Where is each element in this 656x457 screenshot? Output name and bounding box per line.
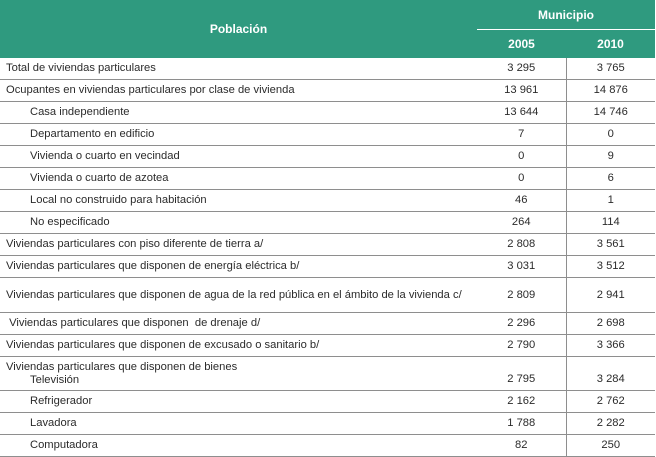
value-2010: 2 941 [566,277,655,313]
table-row: Departamento en edificio 7 0 [0,123,655,146]
table-row: Local no construido para habitación 46 1 [0,189,655,212]
table-row: Total de viviendas particulares 3 295 3 … [0,58,655,80]
value-2010: 2 282 [566,412,655,435]
table-row: Computadora 82 250 [0,434,655,457]
value-2010: 3 561 [566,233,655,256]
value-2005: 0 [477,167,567,190]
row-label: Ocupantes en viviendas particulares por … [0,79,477,102]
value-2010: 3 512 [566,255,655,278]
value-2010: 14 876 [566,79,655,102]
municipio-header: Municipio [477,0,655,30]
value-2010: 14 746 [566,101,655,124]
table-row: Viviendas particulares que disponen de b… [0,356,655,391]
value-2010: 2 762 [566,390,655,413]
value-2005: 2 162 [477,390,567,413]
poblacion-header: Población [0,0,477,58]
table-row: Vivienda o cuarto de azotea 0 6 [0,167,655,190]
row-label: Lavadora [0,412,477,435]
value-2005: 13 644 [477,101,567,124]
value-2010: 114 [566,211,655,234]
value-2010: 3 765 [566,58,655,80]
table-row: Refrigerador 2 162 2 762 [0,390,655,413]
value-2005: 2 809 [477,277,567,313]
table-row: Viviendas particulares que disponen de e… [0,255,655,278]
value-2005: 82 [477,434,567,457]
value-2005: 7 [477,123,567,146]
row-label: Viviendas particulares que disponen de d… [0,312,477,335]
year-2010-header: 2010 [566,29,655,58]
row-label: Departamento en edificio [0,123,477,146]
group-label: Viviendas particulares que disponen de b… [6,360,238,373]
value-2005: 2 808 [477,233,567,256]
row-label: Viviendas particulares que disponen de a… [0,277,477,313]
value-2005: 3 031 [477,255,567,278]
year-2005-header: 2005 [477,29,566,58]
row-label: Refrigerador [0,390,477,413]
row-label: Casa independiente [0,101,477,124]
row-label: Viviendas particulares que disponen de e… [0,334,477,357]
value-2010: 3 366 [566,334,655,357]
row-sublabel: Televisión [30,373,80,386]
value-2005: 3 295 [477,58,567,80]
table-row: Viviendas particulares que disponen de a… [0,277,655,313]
row-label: No especificado [0,211,477,234]
value-2010: 3 284 [566,356,655,391]
row-label: Computadora [0,434,477,457]
value-2005: 1 788 [477,412,567,435]
value-2010: 2 698 [566,312,655,335]
row-label: Vivienda o cuarto en vecindad [0,145,477,168]
row-label: Viviendas particulares que disponen de e… [0,255,477,278]
value-2005: 2 795 [477,356,567,391]
table-row: Ocupantes en viviendas particulares por … [0,79,655,102]
value-2005: 264 [477,211,567,234]
row-label: Viviendas particulares con piso diferent… [0,233,477,256]
table-row: No especificado 264 114 [0,211,655,234]
table-row: Viviendas particulares con piso diferent… [0,233,655,256]
table-row: Viviendas particulares que disponen de e… [0,334,655,357]
table-row: Viviendas particulares que disponen de d… [0,312,655,335]
value-2010: 6 [566,167,655,190]
row-label: Local no construido para habitación [0,189,477,212]
table-row: Vivienda o cuarto en vecindad 0 9 [0,145,655,168]
value-2010: 250 [566,434,655,457]
value-2010: 9 [566,145,655,168]
value-2010: 0 [566,123,655,146]
row-label-group: Viviendas particulares que disponen de b… [0,356,477,391]
value-2010: 1 [566,189,655,212]
table-row: Lavadora 1 788 2 282 [0,412,655,435]
value-2005: 13 961 [477,79,567,102]
row-label: Vivienda o cuarto de azotea [0,167,477,190]
row-label: Total de viviendas particulares [0,58,477,80]
value-2005: 2 790 [477,334,567,357]
value-2005: 2 296 [477,312,567,335]
table-row: Casa independiente 13 644 14 746 [0,101,655,124]
value-2005: 0 [477,145,567,168]
value-2005: 46 [477,189,567,212]
